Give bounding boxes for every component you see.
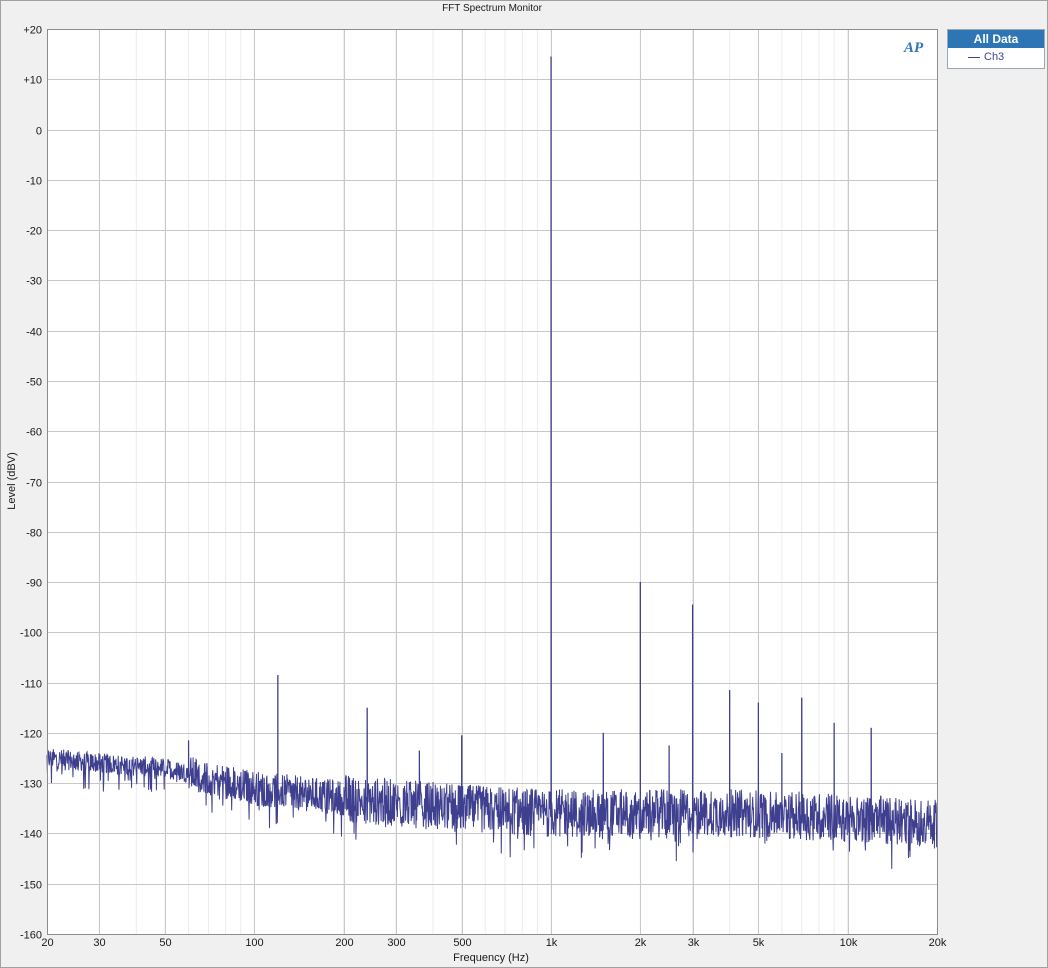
- x-tick-label: 200: [335, 937, 353, 949]
- y-tick-label: -140: [20, 829, 42, 841]
- x-tick-label: 20: [41, 937, 53, 949]
- series-line-ch3: [46, 56, 938, 869]
- y-tick-label: -10: [26, 176, 42, 188]
- x-tick-label: 500: [453, 937, 471, 949]
- y-tick-label: -160: [20, 930, 42, 942]
- y-tick-label: -60: [26, 427, 42, 439]
- x-tick-label: 5k: [753, 937, 765, 949]
- x-tick-label: 30: [93, 937, 105, 949]
- y-tick-label: 0: [36, 126, 42, 138]
- plot-border: [47, 29, 938, 935]
- legend-header[interactable]: All Data: [948, 30, 1044, 48]
- chart-title: FFT Spectrum Monitor: [442, 3, 543, 14]
- y-tick-label: -90: [26, 578, 42, 590]
- legend-line-swatch: [968, 57, 980, 58]
- x-tick-label: 2k: [635, 937, 647, 949]
- legend-item-label: Ch3: [984, 51, 1005, 63]
- axis-layer: 20 30 50 100 200 300 500 1k 2k 3k 5k 10k 20k +20 +10 0 -…: [20, 25, 947, 950]
- y-tick-label: -150: [20, 880, 42, 892]
- y-tick-label: -120: [20, 729, 42, 741]
- y-tick-label: -40: [26, 327, 42, 339]
- y-tick-label: -50: [26, 377, 42, 389]
- x-tick-label: 300: [387, 937, 405, 949]
- y-tick-label: -80: [26, 528, 42, 540]
- y-tick-label: +10: [23, 75, 42, 87]
- legend-panel[interactable]: All Data Ch3: [947, 29, 1045, 69]
- ap-logo-icon: AP: [903, 40, 924, 56]
- y-tick-label: +20: [23, 25, 42, 37]
- x-tick-label: 1k: [546, 937, 558, 949]
- x-axis-label: Frequency (Hz): [453, 952, 529, 964]
- y-tick-label: -100: [20, 628, 42, 640]
- x-tick-label: 100: [245, 937, 263, 949]
- y-tick-label: -20: [26, 226, 42, 238]
- y-tick-label: -110: [21, 679, 42, 691]
- x-tick-label: 3k: [688, 937, 700, 949]
- y-tick-label: -30: [26, 276, 42, 288]
- y-tick-label: -70: [26, 478, 42, 490]
- x-tick-label: 20k: [929, 937, 947, 949]
- y-axis-label: Level (dBV): [6, 452, 18, 509]
- series-layer: [46, 56, 938, 869]
- legend-item-ch3[interactable]: Ch3: [948, 48, 1044, 66]
- y-tick-label: -130: [20, 779, 42, 791]
- x-tick-label: 50: [159, 937, 171, 949]
- x-tick-label: 10k: [840, 937, 858, 949]
